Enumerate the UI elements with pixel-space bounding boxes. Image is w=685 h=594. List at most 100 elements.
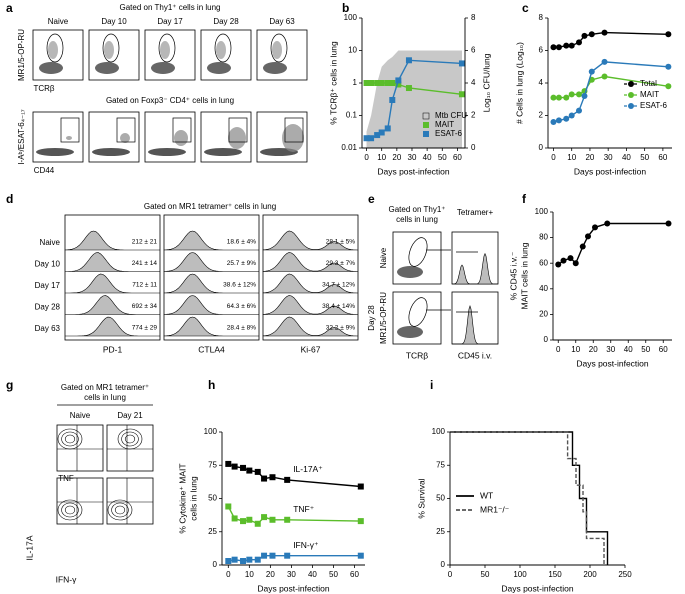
x-tick-label: 60	[659, 345, 668, 354]
marker	[389, 80, 396, 86]
marker	[563, 115, 570, 122]
y-axis-label: # Cells in lung (Log₁₀)	[514, 42, 524, 124]
cell-cloud	[151, 62, 175, 74]
marker	[374, 132, 381, 139]
stat-label: 34.7 ± 12%	[322, 282, 355, 289]
plot-frame	[56, 424, 104, 472]
marker	[568, 91, 575, 98]
cell-cloud	[282, 124, 304, 152]
cell-cloud	[397, 266, 423, 278]
gate	[408, 297, 428, 327]
x-tick-label: 50	[640, 153, 649, 162]
plot-frame	[106, 477, 154, 525]
marker	[363, 80, 370, 86]
y2-tick-label: 6	[471, 46, 476, 55]
cell-cloud	[95, 62, 119, 74]
marker	[588, 68, 595, 75]
x-tick-label: 0	[226, 570, 231, 579]
y-tick-label: 100	[535, 207, 549, 216]
x-tick-label: 10	[571, 345, 580, 354]
marker	[246, 556, 253, 563]
x-tick-label: 10	[245, 570, 254, 579]
marker	[225, 558, 232, 565]
histogram	[262, 230, 359, 251]
contour	[107, 499, 133, 521]
x-tick-label: 20	[266, 570, 275, 579]
marker	[405, 85, 412, 92]
x-tick-label: 20	[589, 345, 598, 354]
gate	[284, 117, 304, 143]
marker	[592, 224, 598, 231]
marker	[550, 44, 557, 51]
marker	[576, 39, 582, 46]
marker	[357, 483, 364, 490]
axis-label: CD44	[34, 166, 55, 175]
x-tick-label: 0	[551, 153, 556, 162]
stat-label: 29.3 ± 7%	[326, 260, 355, 267]
x-axis-label: Days post-infection	[574, 166, 647, 176]
marker	[555, 117, 562, 124]
legend-swatch	[628, 103, 634, 109]
x-axis-label: Days post-infection	[576, 358, 649, 368]
axis-label: MR1/5-OP-RU	[379, 292, 388, 344]
marker	[363, 135, 370, 142]
gate	[60, 117, 80, 143]
y2-axis-label: Log₁₀ CFU/lung	[481, 53, 491, 112]
x-tick-label: 30	[604, 153, 613, 162]
y-axis-label: MAIT cells in lung	[519, 242, 529, 309]
histogram	[65, 252, 160, 272]
column-label: Day 63	[269, 17, 295, 26]
histogram	[65, 316, 160, 337]
legend-swatch	[422, 112, 430, 120]
stat-label: 241 ± 14	[132, 260, 158, 267]
stat-label: 692 ± 34	[132, 303, 158, 310]
row-label: Day 17	[35, 281, 61, 290]
y-tick-label: 75	[208, 460, 217, 469]
gate-title: Tetramer+	[457, 208, 494, 217]
y-tick-label: 10	[348, 46, 357, 55]
y-tick-label: 0	[213, 560, 218, 569]
legend-label: IL-17A⁺	[293, 464, 323, 474]
marker	[555, 94, 562, 101]
y-tick-label: 0	[539, 143, 544, 152]
y-tick-label: 50	[436, 494, 445, 503]
histogram	[262, 295, 359, 315]
histogram	[262, 252, 359, 272]
axis-label: TNF	[58, 474, 74, 483]
histogram	[163, 252, 259, 272]
panel-letter: c	[522, 1, 529, 15]
marker	[576, 91, 582, 98]
y-tick-label: 100	[432, 427, 446, 436]
axis-label: PD-1	[103, 344, 123, 354]
marker	[269, 474, 276, 481]
marker	[254, 468, 261, 475]
plot-frame	[163, 214, 260, 341]
y2-tick-label: 4	[471, 78, 476, 87]
contour	[64, 505, 76, 515]
y-tick-label: 40	[539, 284, 548, 293]
marker	[240, 464, 247, 471]
x-tick-label: 40	[308, 570, 317, 579]
marker	[572, 260, 579, 267]
stat-label: 18.6 ± 4%	[227, 239, 256, 246]
marker	[269, 552, 276, 559]
gate	[102, 33, 120, 63]
y-tick-label: 1	[353, 78, 358, 87]
marker	[231, 463, 238, 470]
x-tick-label: 0	[556, 345, 561, 354]
gate	[270, 33, 288, 63]
contour	[111, 502, 129, 518]
marker	[405, 57, 412, 64]
y-axis-label: % Survival	[416, 478, 426, 518]
contour	[64, 434, 76, 444]
marker	[601, 73, 608, 80]
legend-label: ESAT-6	[640, 101, 668, 110]
legend-label: IFN-γ⁺	[293, 540, 319, 550]
marker	[579, 243, 586, 250]
x-tick-label: 40	[622, 153, 631, 162]
marker	[601, 29, 608, 36]
marker	[389, 96, 396, 103]
marker	[560, 257, 567, 264]
marker	[225, 503, 232, 510]
legend-swatch	[423, 122, 429, 128]
